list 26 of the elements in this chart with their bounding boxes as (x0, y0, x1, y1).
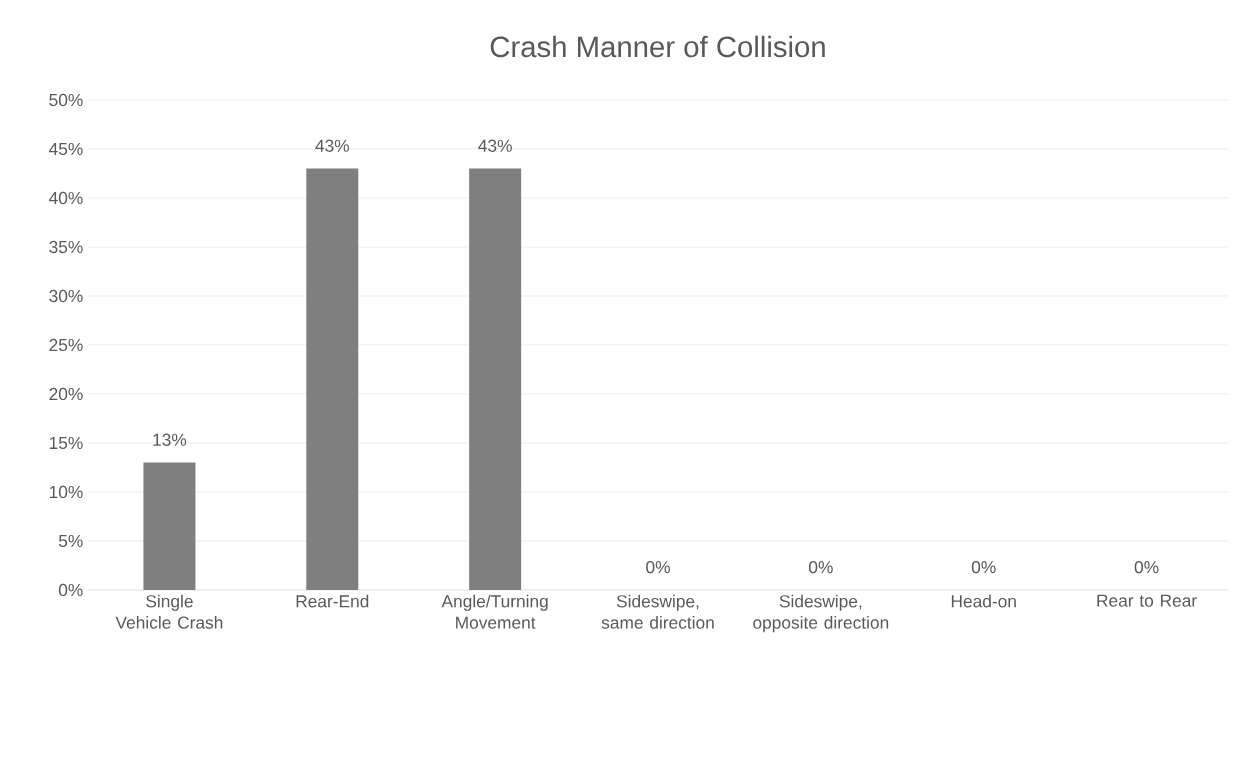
y-tick-label: 0% (58, 583, 83, 597)
x-tick-label: Sideswipe, same direction (601, 594, 714, 629)
chart-title: Crash Manner of Collision (490, 35, 825, 58)
y-tick-label: 10% (49, 485, 83, 499)
data-label: 43% (315, 139, 350, 152)
data-label: 0% (646, 561, 670, 574)
y-tick-label: 30% (49, 289, 83, 303)
data-label: 0% (1134, 561, 1159, 574)
y-tick-label: 45% (49, 142, 83, 156)
data-label: 0% (971, 561, 996, 574)
y-tick-label: 5% (58, 534, 83, 548)
y-tick-label: 15% (49, 436, 83, 450)
y-tick-label: 50% (49, 93, 83, 107)
x-tick-label: Rear to Rear (1097, 594, 1197, 607)
y-tick-label: 25% (49, 338, 83, 352)
x-tick-label: Angle/Turning Movement (441, 594, 548, 629)
x-tick-label: Rear-End (296, 594, 369, 608)
y-tick-label: 35% (49, 240, 83, 254)
y-tick-label: 40% (49, 191, 83, 205)
data-label: 0% (809, 561, 833, 574)
data-label: 43% (478, 139, 512, 152)
data-label: 13% (153, 433, 187, 446)
x-tick-label: Single Vehicle Crash (115, 594, 223, 629)
x-tick-label: Head-on (951, 594, 1016, 608)
x-tick-label: Sideswipe, opposite direction (753, 594, 889, 633)
y-tick-label: 20% (49, 387, 83, 401)
